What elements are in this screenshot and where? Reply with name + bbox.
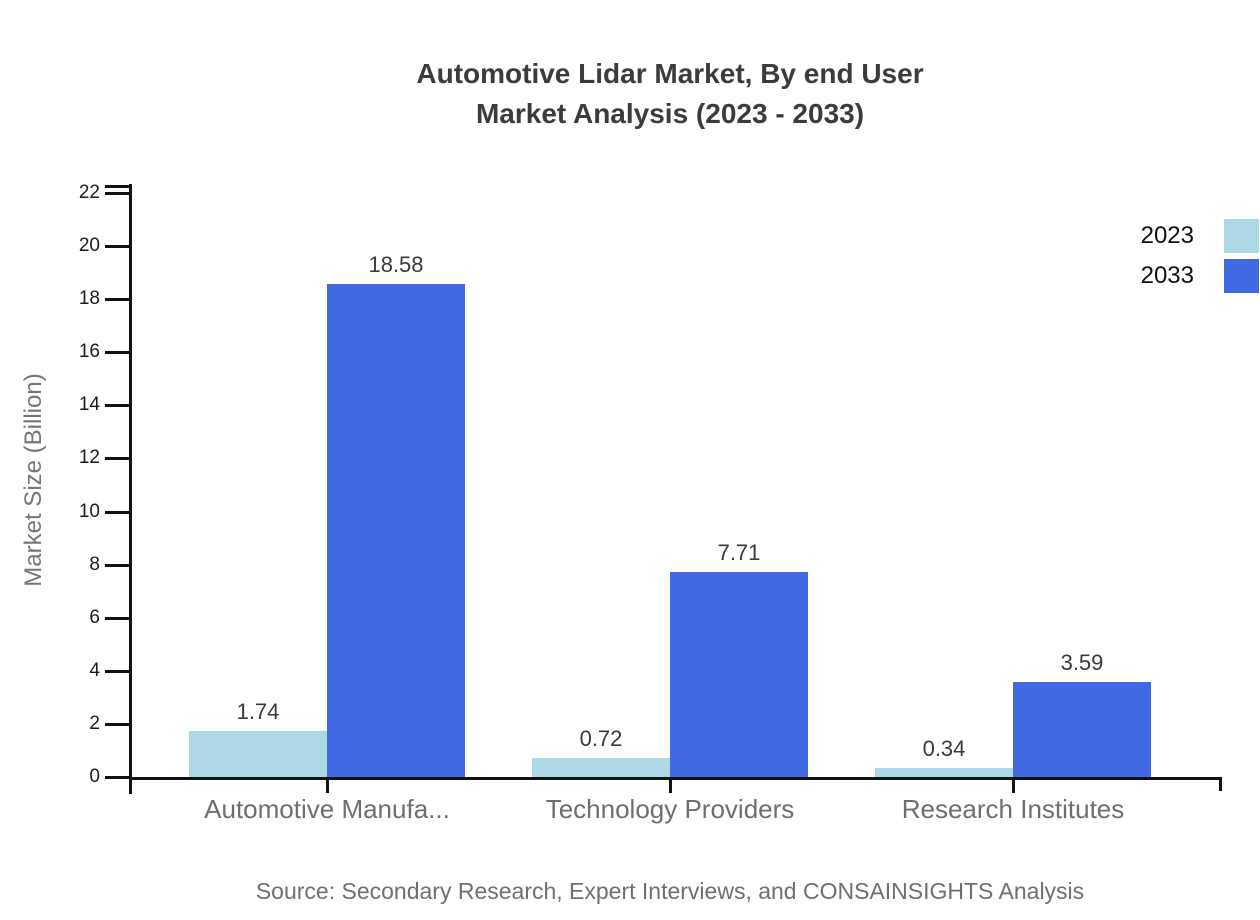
source-note: Source: Secondary Research, Expert Inter… (255, 878, 1085, 904)
y-tick (105, 776, 129, 779)
y-tick (105, 457, 129, 460)
y-tick-label: 18 (78, 288, 100, 309)
legend-label: 2033 (1140, 262, 1194, 289)
y-tick-label: 14 (78, 394, 100, 415)
value-label: 1.74 (236, 699, 280, 724)
value-label: 18.58 (368, 252, 424, 277)
y-tick-label: 2 (89, 713, 100, 734)
value-label: 3.59 (1060, 650, 1104, 675)
y-tick (105, 245, 129, 248)
y-tick (105, 723, 129, 726)
y-tick (105, 351, 129, 354)
y-tick (105, 617, 129, 620)
bar-2033 (1013, 682, 1151, 777)
chart-title-line1: Automotive Lidar Market, By end User (416, 58, 924, 89)
y-tick-label: 0 (89, 766, 100, 787)
category-label: Automotive Manufa... (204, 794, 450, 824)
bar-2033 (327, 284, 465, 777)
category-tick (1012, 777, 1015, 793)
value-label: 0.72 (579, 726, 623, 751)
y-tick-label: 6 (89, 607, 100, 628)
legend-item-2033: 2033 (1141, 259, 1259, 293)
category-label: Technology Providers (545, 794, 795, 824)
chart-title: Automotive Lidar Market, By end User Mar… (80, 54, 1260, 134)
y-tick-label: 4 (89, 660, 100, 681)
category-tick (326, 777, 329, 793)
value-label: 7.71 (717, 540, 761, 565)
category-label: Research Institutes (901, 794, 1125, 824)
value-label: 0.34 (922, 736, 966, 761)
legend: 2023 2033 (1141, 219, 1259, 293)
bar-2023 (532, 758, 670, 777)
y-tick (105, 564, 129, 567)
x-axis-end-tick (1219, 777, 1222, 791)
bar-2023 (189, 731, 327, 777)
y-tick-label: 12 (78, 447, 100, 468)
y-tick-label: 8 (89, 554, 100, 575)
y-tick (105, 192, 129, 195)
legend-swatch-2023 (1224, 219, 1259, 253)
x-axis-line (129, 777, 1222, 780)
category-tick (669, 777, 672, 793)
y-tick-label: 10 (78, 501, 100, 522)
y-tick-label: 20 (78, 235, 100, 256)
y-tick (105, 298, 129, 301)
bar-2023 (875, 768, 1013, 777)
chart-title-line2: Market Analysis (2023 - 2033) (475, 98, 865, 129)
legend-swatch-2033 (1224, 259, 1259, 293)
y-axis-top-cap-tick (105, 185, 129, 188)
y-tick (105, 511, 129, 514)
y-tick-label: 16 (78, 341, 100, 362)
bar-2033 (670, 572, 808, 777)
y-tick (105, 670, 129, 673)
legend-label: 2023 (1140, 222, 1194, 249)
y-tick-label: 22 (78, 182, 100, 203)
y-axis-line (129, 184, 132, 794)
legend-item-2023: 2023 (1141, 219, 1259, 253)
y-tick (105, 404, 129, 407)
